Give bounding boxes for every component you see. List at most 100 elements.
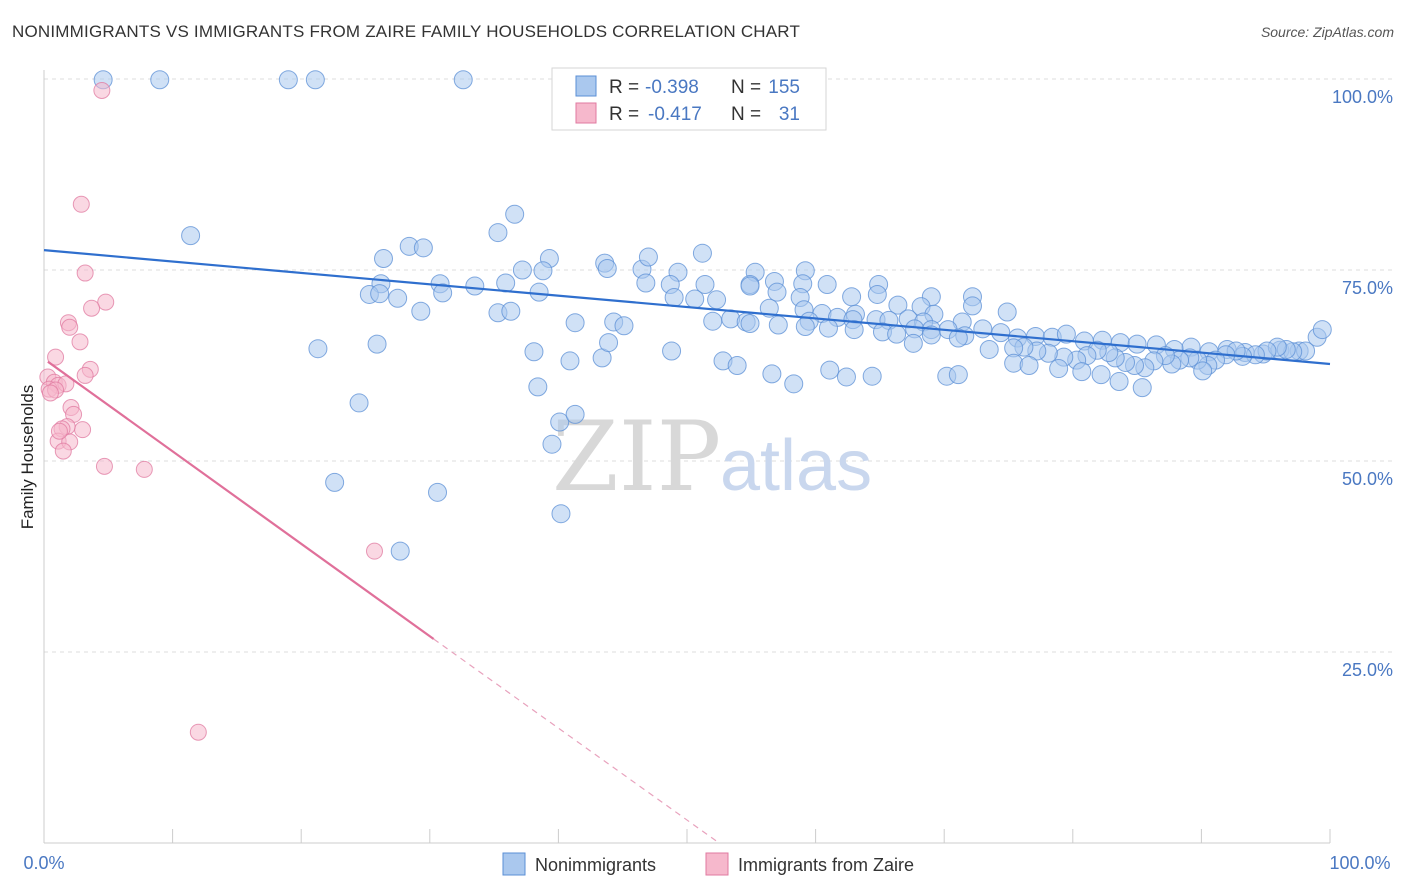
nonimmigrants-point xyxy=(703,311,723,331)
zaire-point xyxy=(41,384,59,402)
nonimmigrants-point xyxy=(542,434,562,454)
nonimmigrants-point xyxy=(1091,365,1111,385)
nonimmigrants-point xyxy=(844,320,864,340)
nonimmigrants-point xyxy=(740,276,760,296)
zaire-points xyxy=(39,81,384,741)
nonimmigrants-point xyxy=(1056,324,1076,344)
zaire-point xyxy=(54,442,72,460)
nonimmigrants-point xyxy=(867,284,887,304)
zaire-trend-line xyxy=(47,360,435,640)
nonimmigrants-point xyxy=(767,282,787,302)
nonimmigrants-point xyxy=(565,313,585,333)
nonimmigrants-point xyxy=(921,325,941,345)
nonimmigrants-point xyxy=(551,504,571,524)
nonimmigrants-point xyxy=(818,318,838,338)
nonimmigrants-point xyxy=(664,288,684,308)
zaire-point xyxy=(135,460,153,478)
nonimmigrants-point xyxy=(533,261,553,281)
x-tick-label-max: 100.0% xyxy=(1329,853,1390,873)
nonimmigrants-point xyxy=(597,258,617,278)
nonimmigrants-point xyxy=(768,315,788,335)
zaire-point xyxy=(189,723,207,741)
nonimmigrants-point xyxy=(1072,362,1092,382)
zaire-point xyxy=(50,422,68,440)
nonimmigrants-point xyxy=(948,328,968,348)
nonimmigrants-point xyxy=(662,341,682,361)
nonimmigrants-point xyxy=(488,223,508,243)
zaire-point xyxy=(366,542,384,560)
y-axis-label: Family Households xyxy=(18,385,37,530)
nonimmigrants-point xyxy=(305,70,325,90)
nonimmigrants-point xyxy=(308,339,328,359)
nonimmigrants-point xyxy=(370,284,390,304)
nonimmigrants-point xyxy=(512,260,532,280)
zaire-point xyxy=(97,293,115,311)
zaire-point xyxy=(61,318,79,336)
nonimmigrants-point xyxy=(979,339,999,359)
bottom-legend-swatch-pink xyxy=(705,852,729,876)
nonimmigrants-point xyxy=(817,275,837,295)
nonimmigrants-point xyxy=(413,238,433,258)
nonimmigrants-point xyxy=(524,342,544,362)
x-tick-label-min: 0.0% xyxy=(23,853,64,873)
zaire-point xyxy=(76,264,94,282)
legend-r-value-blue: -0.398 xyxy=(645,77,699,98)
nonimmigrants-point xyxy=(349,393,369,413)
zaire-point xyxy=(95,457,113,475)
nonimmigrants-point xyxy=(721,309,741,329)
zaire-point xyxy=(47,348,65,366)
nonimmigrants-point xyxy=(903,333,923,353)
nonimmigrants-point xyxy=(887,324,907,344)
legend-n-label-pink: N = xyxy=(731,104,761,125)
nonimmigrants-point xyxy=(836,367,856,387)
nonimmigrants-point xyxy=(1127,334,1147,354)
nonimmigrants-point xyxy=(842,287,862,307)
legend-n-value-pink: 31 xyxy=(779,104,800,125)
nonimmigrants-point xyxy=(150,70,170,90)
nonimmigrants-point xyxy=(636,273,656,293)
nonimmigrants-point xyxy=(707,290,727,310)
nonimmigrants-point xyxy=(727,356,747,375)
nonimmigrants-point xyxy=(325,472,345,492)
chart-title: NONIMMIGRANTS VS IMMIGRANTS FROM ZAIRE F… xyxy=(12,22,801,41)
nonimmigrants-point xyxy=(685,289,705,309)
nonimmigrants-point xyxy=(278,70,298,90)
nonimmigrants-point xyxy=(1109,372,1129,392)
zaire-point xyxy=(93,81,111,99)
nonimmigrants-point xyxy=(433,283,453,303)
nonimmigrants-point xyxy=(599,333,619,353)
nonimmigrants-point xyxy=(565,404,585,424)
zaire-point xyxy=(76,366,94,384)
nonimmigrants-point xyxy=(759,298,779,318)
zaire-point xyxy=(72,195,90,213)
nonimmigrants-point xyxy=(1049,359,1069,379)
nonimmigrants-point xyxy=(695,275,715,295)
watermark-atlas: atlas xyxy=(720,426,872,506)
zaire-trend-line-extension xyxy=(433,638,720,844)
nonimmigrants-point xyxy=(1312,320,1332,340)
nonimmigrants-point xyxy=(638,247,658,267)
nonimmigrants-point xyxy=(388,288,408,308)
trend-lines xyxy=(43,249,1331,844)
y-tick-labels: 25.0% 50.0% 75.0% 100.0% xyxy=(1332,87,1393,680)
bottom-legend: Nonimmigrants Immigrants from Zaire xyxy=(502,852,914,876)
nonimmigrants-point xyxy=(991,323,1011,343)
legend-swatch-blue xyxy=(575,75,597,97)
nonimmigrants-point xyxy=(862,366,882,386)
y-tick-label: 75.0% xyxy=(1342,278,1393,298)
legend-r-value-pink: -0.417 xyxy=(648,104,702,125)
nonimmigrants-point xyxy=(374,249,394,269)
nonimmigrants-point xyxy=(367,334,387,354)
nonimmigrants-point xyxy=(888,295,908,315)
nonimmigrants-point xyxy=(505,204,525,224)
nonimmigrants-trend-line xyxy=(43,249,1331,366)
nonimmigrants-point xyxy=(428,482,448,502)
zaire-point xyxy=(71,333,89,351)
nonimmigrants-point xyxy=(496,273,516,293)
nonimmigrants-point xyxy=(1132,378,1152,398)
nonimmigrants-point xyxy=(411,301,431,321)
nonimmigrants-point xyxy=(614,316,634,336)
nonimmigrants-point xyxy=(390,541,410,561)
source-credit: Source: ZipAtlas.com xyxy=(1260,24,1394,40)
